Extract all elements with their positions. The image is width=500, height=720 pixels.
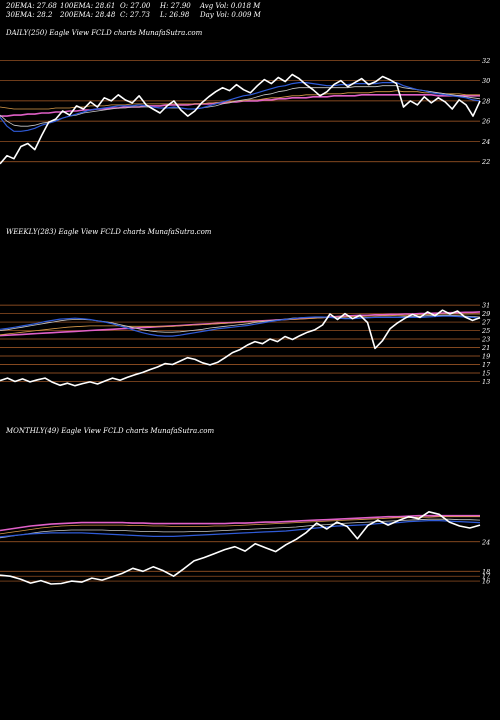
monthly-panel-title: MONTHLY(49) Eagle View FCLD charts Munaf… xyxy=(6,427,215,435)
daily-y-tick-label: 32 xyxy=(482,57,490,65)
ema200-label: 200EMA: 28.48 xyxy=(60,11,116,19)
weekly-y-tick-label: 19 xyxy=(482,353,490,361)
weekly-panel-title: WEEKLY(283) Eagle View FCLD charts Munaf… xyxy=(6,228,212,236)
ema30-label: 30EMA: 28.2 xyxy=(6,11,53,19)
weekly-y-tick-label: 17 xyxy=(482,361,491,369)
monthly-series-200ema xyxy=(0,514,480,532)
monthly-y-tick-label: 18 xyxy=(482,568,490,576)
daily-panel-title: DAILY(250) Eagle View FCLD charts Munafa… xyxy=(6,29,203,37)
monthly-series-100ema xyxy=(0,516,480,535)
weekly-y-tick-label: 21 xyxy=(481,344,490,352)
open-label: O: 27.00 xyxy=(120,2,151,10)
weekly-series-100ema xyxy=(0,313,480,336)
monthly-series-price xyxy=(0,510,481,585)
weekly-y-tick-label: 29 xyxy=(481,310,490,318)
day-vol-label: Day Vol: 0.009 M xyxy=(200,11,261,19)
daily-series-20ema xyxy=(0,81,481,132)
monthly-y-tick-label: 17 xyxy=(482,573,491,581)
ema20-label: 20EMA: 27.68 xyxy=(6,2,57,10)
weekly-y-tick-label: 31 xyxy=(482,302,490,310)
monthly-y-tick-label: 16 xyxy=(482,578,490,586)
weekly-y-tick-label: 13 xyxy=(482,378,490,386)
daily-series-100ema xyxy=(0,90,480,110)
daily-series-30ema xyxy=(0,85,481,127)
weekly-y-tick-label: 23 xyxy=(481,336,490,344)
daily-y-tick-label: 24 xyxy=(481,138,490,146)
daily-series-price xyxy=(0,73,481,165)
daily-y-tick-label: 26 xyxy=(481,118,490,126)
daily-y-tick-label: 22 xyxy=(481,158,490,166)
weekly-series-20ema xyxy=(0,315,481,337)
weekly-y-tick-label: 27 xyxy=(481,319,491,327)
avg-vol-label: Avg Vol: 0.018 M xyxy=(200,2,261,10)
low-label: L: 26.98 xyxy=(160,11,190,19)
weekly-y-tick-label: 15 xyxy=(482,369,490,377)
weekly-y-tick-label: 25 xyxy=(481,327,490,335)
weekly-series-price xyxy=(0,309,481,387)
close-label: C: 27.73 xyxy=(120,11,150,19)
high-label: H: 27.90 xyxy=(160,2,191,10)
monthly-series-20ema xyxy=(0,519,481,538)
ema100-label: 100EMA: 28.61 xyxy=(60,2,116,10)
monthly-y-tick-label: 24 xyxy=(481,538,490,546)
daily-panel: 32 30 28 26 24 22 xyxy=(0,57,490,166)
daily-y-tick-label: 30 xyxy=(482,77,490,85)
daily-y-tick-label: 28 xyxy=(481,97,490,105)
